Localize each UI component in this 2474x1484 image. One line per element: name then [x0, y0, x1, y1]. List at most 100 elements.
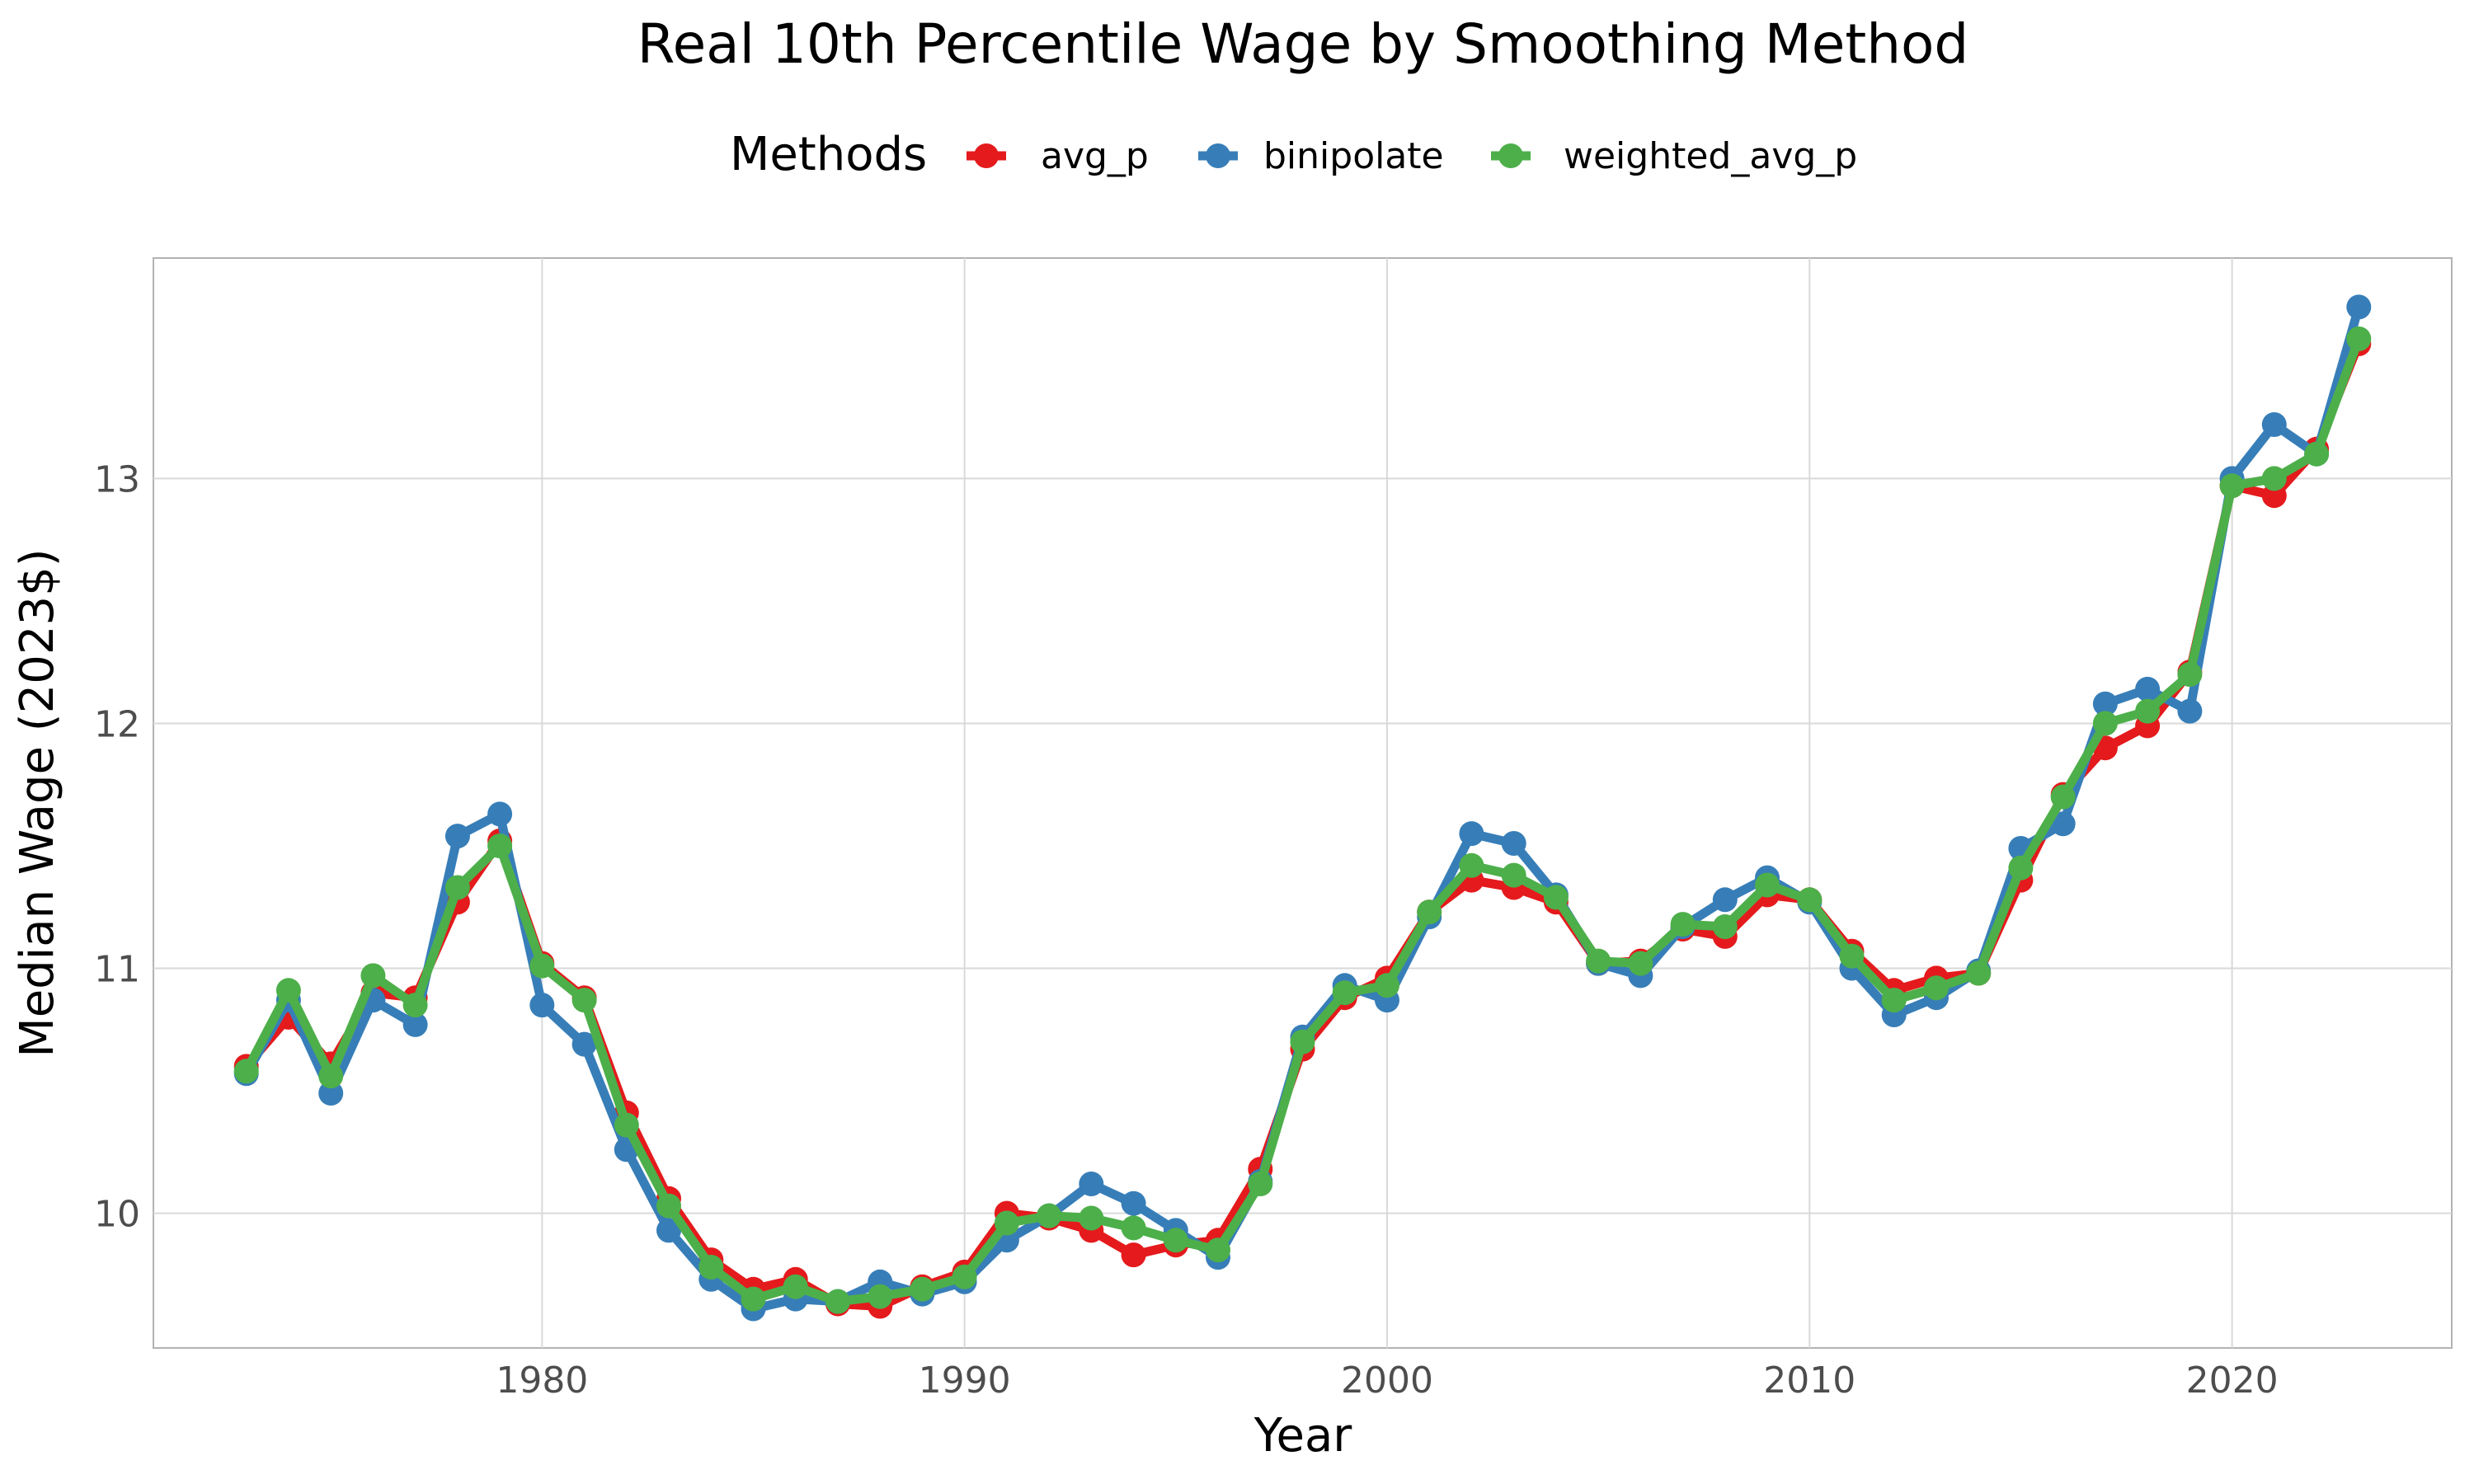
y-tick-label: 11 — [94, 949, 140, 991]
data-point-weighted-avg-p — [1459, 852, 1484, 878]
legend-key-point-avg-p — [974, 143, 999, 168]
data-point-weighted-avg-p — [1543, 885, 1569, 910]
data-point-binipolate — [1459, 821, 1484, 847]
data-point-weighted-avg-p — [1417, 899, 1442, 925]
data-point-weighted-avg-p — [1755, 872, 1780, 898]
data-point-weighted-avg-p — [318, 1064, 344, 1089]
data-point-weighted-avg-p — [2092, 711, 2118, 736]
data-point-binipolate — [1121, 1190, 1146, 1216]
data-point-weighted-avg-p — [1586, 948, 1611, 974]
legend: Methods avg_p binipolate weighted_avg_p — [730, 128, 1857, 181]
data-point-binipolate — [656, 1218, 681, 1243]
y-axis-ticks: 10 11 12 13 — [94, 458, 140, 1235]
series-weighted-avg-p — [233, 326, 2372, 1314]
data-point-weighted-avg-p — [571, 988, 597, 1013]
legend-label-weighted-avg-p: weighted_avg_p — [1564, 135, 1857, 177]
data-point-weighted-avg-p — [1628, 951, 1653, 976]
data-point-weighted-avg-p — [868, 1284, 893, 1309]
data-point-binipolate — [1712, 887, 1738, 913]
chart-title: Real 10th Percentile Wage by Smoothing M… — [637, 12, 1969, 76]
gridlines — [153, 258, 2452, 1348]
data-point-weighted-avg-p — [487, 834, 513, 858]
legend-item-binipolate: binipolate — [1198, 135, 1444, 177]
data-point-binipolate — [2261, 412, 2287, 437]
data-point-weighted-avg-p — [910, 1276, 935, 1302]
data-point-weighted-avg-p — [1079, 1205, 1104, 1231]
data-point-binipolate — [2177, 698, 2203, 724]
data-point-weighted-avg-p — [2177, 662, 2203, 687]
data-point-weighted-avg-p — [529, 953, 555, 979]
x-tick-label: 2010 — [1763, 1360, 1856, 1402]
y-tick-label: 12 — [94, 703, 140, 745]
x-axis-ticks: 1980 1990 2000 2010 2020 — [496, 1360, 2278, 1402]
legend-label-binipolate: binipolate — [1263, 135, 1444, 177]
legend-label-avg-p: avg_p — [1041, 135, 1149, 177]
data-point-weighted-avg-p — [1037, 1203, 1062, 1228]
data-point-weighted-avg-p — [2135, 698, 2161, 724]
data-point-weighted-avg-p — [275, 978, 301, 1003]
data-point-weighted-avg-p — [1881, 988, 1907, 1013]
data-point-weighted-avg-p — [1332, 980, 1357, 1006]
data-point-weighted-avg-p — [698, 1255, 724, 1280]
data-point-weighted-avg-p — [741, 1286, 766, 1312]
data-point-binipolate — [318, 1081, 344, 1106]
data-point-weighted-avg-p — [2261, 466, 2287, 491]
y-tick-label: 10 — [94, 1194, 140, 1236]
legend-title: Methods — [730, 128, 927, 181]
x-tick-label: 1980 — [496, 1360, 588, 1402]
data-point-weighted-avg-p — [233, 1059, 259, 1084]
x-tick-label: 2000 — [1341, 1360, 1433, 1402]
x-tick-label: 2020 — [2186, 1360, 2279, 1402]
data-point-weighted-avg-p — [1248, 1172, 1273, 1196]
data-point-weighted-avg-p — [952, 1264, 977, 1289]
panel-border — [153, 257, 2453, 1349]
data-point-binipolate — [1079, 1172, 1104, 1196]
legend-item-weighted-avg-p: weighted_avg_p — [1491, 135, 1857, 177]
data-point-weighted-avg-p — [614, 1112, 639, 1138]
data-point-weighted-avg-p — [1924, 975, 1949, 1001]
data-point-binipolate — [487, 801, 513, 827]
data-point-weighted-avg-p — [2219, 473, 2245, 499]
data-point-avg-p — [2261, 483, 2287, 509]
data-point-weighted-avg-p — [825, 1289, 850, 1314]
data-point-weighted-avg-p — [444, 875, 470, 900]
data-point-binipolate — [2346, 294, 2372, 320]
data-point-weighted-avg-p — [783, 1274, 808, 1299]
data-series — [233, 294, 2372, 1322]
data-point-binipolate — [529, 993, 555, 1018]
data-point-binipolate — [444, 824, 470, 849]
data-point-weighted-avg-p — [402, 993, 428, 1018]
data-point-weighted-avg-p — [360, 963, 386, 989]
data-point-weighted-avg-p — [1966, 960, 1992, 986]
data-point-weighted-avg-p — [1206, 1237, 1230, 1263]
data-point-weighted-avg-p — [1501, 862, 1526, 888]
data-point-weighted-avg-p — [2346, 326, 2372, 351]
data-point-weighted-avg-p — [2304, 441, 2330, 467]
data-point-weighted-avg-p — [1839, 943, 1865, 969]
data-point-weighted-avg-p — [1670, 912, 1696, 937]
data-point-weighted-avg-p — [1163, 1228, 1188, 1253]
data-point-binipolate — [402, 1012, 428, 1037]
data-point-avg-p — [1121, 1242, 1146, 1268]
data-point-binipolate — [2092, 691, 2118, 716]
data-point-weighted-avg-p — [1797, 887, 1823, 913]
data-point-weighted-avg-p — [994, 1210, 1019, 1236]
data-point-weighted-avg-p — [1375, 973, 1399, 998]
data-point-weighted-avg-p — [2008, 855, 2034, 881]
y-tick-label: 13 — [94, 458, 140, 500]
data-point-binipolate — [2135, 676, 2161, 702]
x-tick-label: 1990 — [919, 1360, 1011, 1402]
data-point-weighted-avg-p — [1121, 1215, 1146, 1241]
data-point-weighted-avg-p — [1290, 1029, 1315, 1054]
data-point-weighted-avg-p — [2050, 784, 2076, 810]
data-point-weighted-avg-p — [1712, 914, 1738, 939]
x-axis-title: Year — [1253, 1409, 1353, 1463]
data-point-weighted-avg-p — [656, 1193, 681, 1219]
legend-item-avg-p: avg_p — [967, 135, 1149, 177]
plot-area — [153, 257, 2453, 1349]
data-point-binipolate — [1501, 831, 1526, 856]
legend-key-point-weighted-avg-p — [1498, 143, 1523, 168]
data-point-binipolate — [2050, 811, 2076, 837]
